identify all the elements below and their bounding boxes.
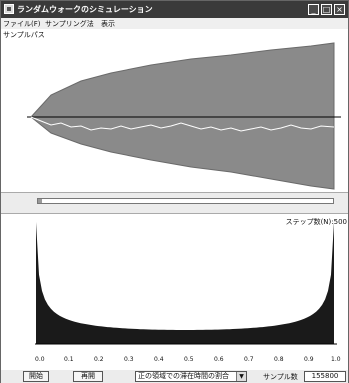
scroll-area (1, 193, 348, 213)
x-tick-label: 0.1 (64, 356, 74, 363)
x-tick-label: 0.4 (154, 356, 164, 363)
x-tick-label: 0.6 (214, 356, 224, 363)
horizontal-scrollbar[interactable] (37, 198, 334, 204)
close-button[interactable]: × (334, 4, 345, 15)
path-envelope (30, 42, 335, 190)
mode-select[interactable]: 正の領域での滞在時間の割合 ▼ (135, 371, 247, 382)
restart-button[interactable]: 再開 (73, 371, 103, 382)
sample-path-label: サンプルパス (3, 31, 45, 39)
sample-count-label: サンプル数 (263, 373, 298, 381)
x-tick-label: 0.9 (304, 356, 314, 363)
menu-sampling[interactable]: サンプリング法 (45, 20, 94, 28)
minimize-button[interactable]: _ (308, 4, 319, 15)
histogram-panel: ステップ数(N):500 0.0 0.1 0.2 0.3 0.4 0.5 0.6… (1, 213, 348, 370)
title-bar[interactable]: ランダムウォークのシミュレーション _ □ × (1, 1, 348, 18)
x-tick-label: 0.8 (274, 356, 284, 363)
window-title: ランダムウォークのシミュレーション (17, 5, 153, 14)
maximize-button[interactable]: □ (321, 4, 332, 15)
x-tick-label: 0.7 (244, 356, 254, 363)
status-bar: 開始 再開 正の領域での滞在時間の割合 ▼ サンプル数 155800 (1, 370, 348, 383)
x-tick-label: 1.0 (331, 356, 341, 363)
app-icon (4, 4, 14, 14)
step-count-label: ステップ数(N):500 (285, 218, 347, 226)
menu-bar: ファイル(F) サンプリング法 表示 (1, 18, 348, 29)
sample-path-chart (27, 42, 341, 190)
histogram-chart (35, 222, 337, 345)
mode-select-value: 正の領域での滞在時間の割合 (138, 372, 229, 380)
histogram-bars (36, 222, 334, 344)
highlighted-path (30, 116, 335, 132)
menu-view[interactable]: 表示 (101, 20, 115, 28)
start-button[interactable]: 開始 (23, 371, 49, 382)
x-tick-label: 0.3 (124, 356, 134, 363)
scrollbar-thumb[interactable] (38, 199, 42, 203)
chevron-down-icon[interactable]: ▼ (236, 372, 246, 381)
sample-count-field[interactable]: 155800 (304, 371, 346, 382)
menu-file[interactable]: ファイル(F) (3, 20, 41, 28)
sample-path-panel: サンプルパス (1, 29, 348, 193)
x-tick-label: 0.2 (94, 356, 104, 363)
x-tick-label: 0.5 (184, 356, 194, 363)
x-tick-label: 0.0 (35, 356, 45, 363)
